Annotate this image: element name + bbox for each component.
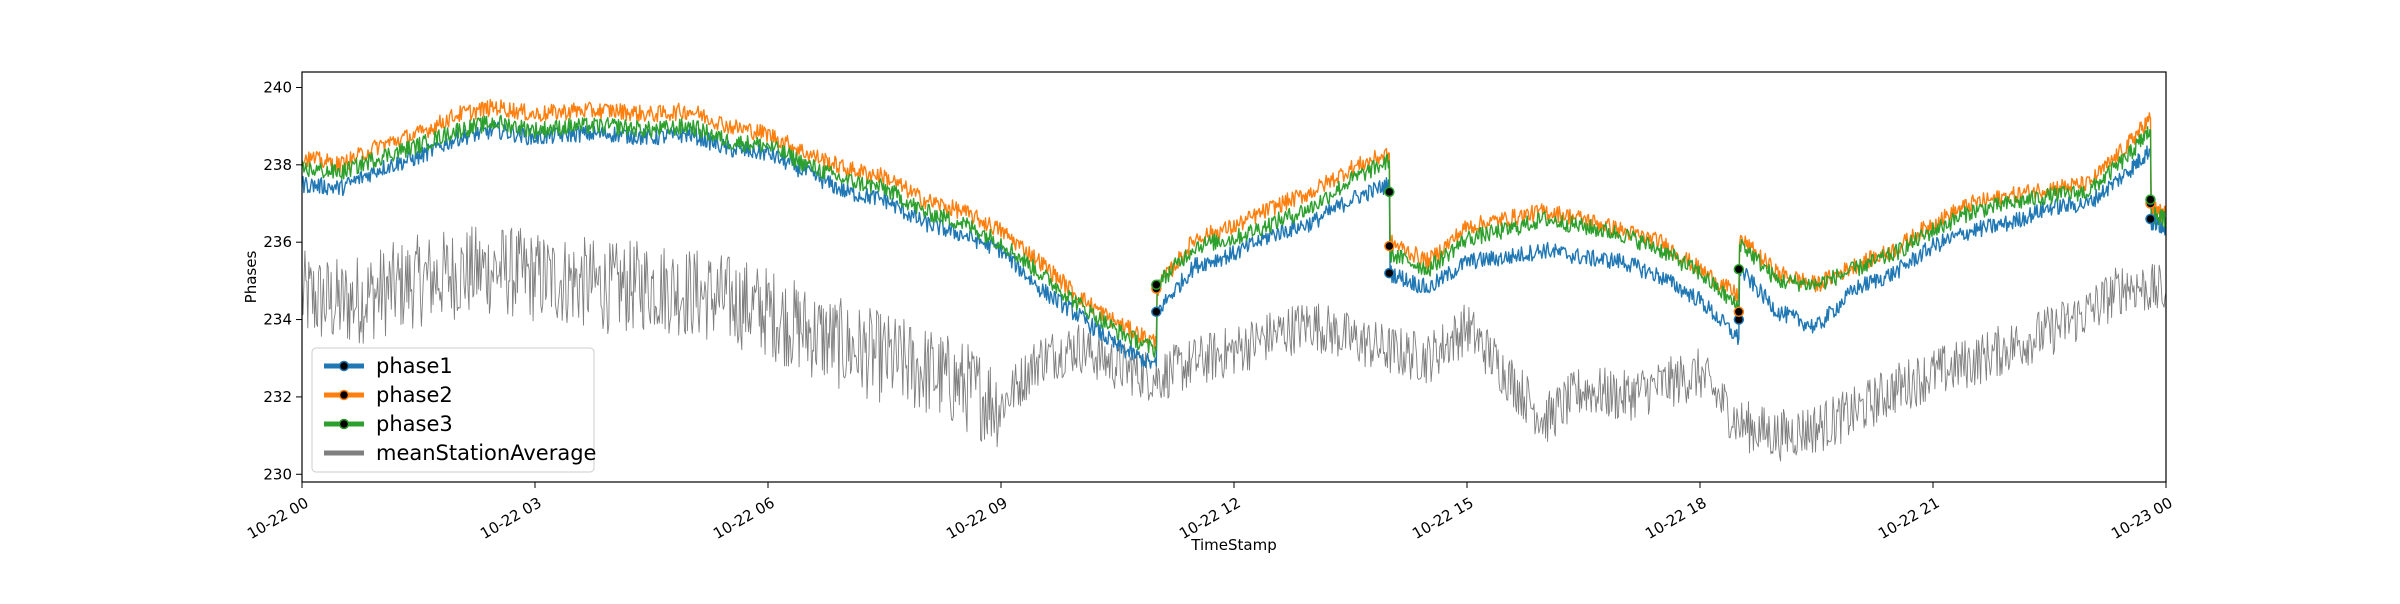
legend-label-meanStationAverage: meanStationAverage	[376, 441, 596, 465]
series-line-phase1	[302, 121, 2166, 369]
y-tick-label-240: 240	[263, 78, 292, 96]
legend-marker-phase2	[338, 389, 350, 401]
legend-marker-phase1	[338, 360, 350, 372]
y-tick-label-236: 236	[263, 233, 292, 251]
legend-label-phase3: phase3	[376, 412, 453, 436]
x-tick-label-6: 10-22 06	[710, 494, 777, 543]
marker-phase1-3	[2145, 213, 2156, 225]
x-tick-label-15: 10-22 15	[1409, 494, 1476, 543]
x-tick-label-24: 10-23 00	[2108, 494, 2175, 543]
marker-phase1-1	[1384, 267, 1395, 279]
series-line-phase2	[302, 98, 2166, 350]
marker-phase2-1	[1384, 240, 1395, 252]
legend-label-phase1: phase1	[376, 354, 453, 378]
y-tick-label-232: 232	[263, 388, 292, 406]
series-layer	[302, 98, 2166, 462]
marker-phase3-1	[1384, 186, 1395, 198]
x-tick-label-18: 10-22 18	[1642, 494, 1709, 543]
series-line-phase3	[302, 114, 2166, 358]
y-tick-label-238: 238	[263, 156, 292, 174]
y-tick-label-230: 230	[263, 465, 292, 483]
x-tick-label-3: 10-22 03	[477, 494, 544, 543]
marker-phase3-3	[2145, 194, 2156, 205]
marker-phase1-0	[1151, 306, 1162, 318]
y-axis: 230 232 234 236 238 240	[263, 78, 302, 483]
legend-label-phase2: phase2	[376, 383, 453, 407]
y-axis-label: Phases	[242, 251, 260, 304]
marker-phase3-0	[1151, 279, 1162, 290]
x-axis-label: TimeStamp	[1190, 536, 1276, 554]
marker-phase3-2	[1733, 264, 1745, 275]
legend-box	[311, 347, 595, 473]
x-tick-label-21: 10-22 21	[1875, 494, 1942, 543]
series-line-meanStationAverage	[302, 226, 2166, 462]
x-tick-label-0: 10-22 00	[244, 494, 311, 543]
y-tick-label-234: 234	[263, 311, 292, 329]
x-axis: 10-22 00 10-22 03 10-22 06 10-22 09 10-22 12…	[244, 482, 2176, 543]
x-tick-label-9: 10-22 09	[943, 494, 1010, 543]
legend: phase1 phase2 phase3 meanStationAverage	[311, 347, 596, 473]
marker-phase2-2	[1733, 306, 1745, 318]
legend-marker-phase3	[338, 418, 350, 430]
